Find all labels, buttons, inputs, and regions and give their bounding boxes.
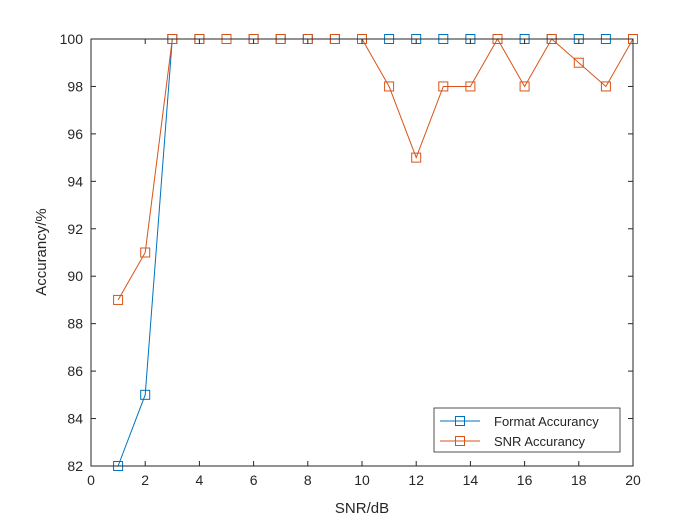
plot-area xyxy=(91,39,633,466)
legend: Format Accurancy SNR Accurancy xyxy=(433,407,621,453)
x-tick-label: 8 xyxy=(304,472,312,488)
y-axis-label: Accurancy/% xyxy=(33,208,50,296)
y-tick-label: 98 xyxy=(67,78,83,94)
y-tick-label: 100 xyxy=(60,31,84,47)
data-point-marker xyxy=(140,389,151,400)
data-point-marker xyxy=(438,81,449,92)
x-tick-label: 16 xyxy=(517,472,533,488)
y-tick-label: 94 xyxy=(67,173,83,189)
y-tick-label: 86 xyxy=(67,363,83,379)
x-tick-label: 20 xyxy=(625,472,641,488)
legend-marker-snr xyxy=(455,436,465,446)
x-tick-label: 18 xyxy=(571,472,587,488)
x-tick-label: 10 xyxy=(354,472,370,488)
data-point-marker xyxy=(140,247,151,258)
x-tick-label: 4 xyxy=(196,472,204,488)
data-point-marker xyxy=(519,81,530,92)
x-axis-label: SNR/dB xyxy=(335,500,389,517)
data-point-marker xyxy=(384,81,395,92)
legend-marker-format xyxy=(455,416,465,426)
y-tick-label: 92 xyxy=(67,221,83,237)
y-tick-label: 90 xyxy=(67,268,83,284)
legend-label-snr: SNR Accurancy xyxy=(494,434,586,449)
legend-label-format: Format Accurancy xyxy=(494,414,599,429)
data-point-marker xyxy=(113,294,124,305)
plot-frame xyxy=(90,38,634,467)
x-tick-label: 14 xyxy=(463,472,479,488)
data-point-marker xyxy=(573,57,584,68)
x-tick-label: 12 xyxy=(408,472,424,488)
y-tick-label: 96 xyxy=(67,126,83,142)
data-point-marker xyxy=(600,81,611,92)
y-tick-label: 84 xyxy=(67,411,83,427)
y-tick-label: 88 xyxy=(67,316,83,332)
data-point-marker xyxy=(465,81,476,92)
x-tick-label: 6 xyxy=(250,472,258,488)
y-tick-label: 82 xyxy=(67,458,83,474)
x-tick-label: 0 xyxy=(87,472,95,488)
x-tick-label: 2 xyxy=(141,472,149,488)
data-point-marker xyxy=(411,152,422,163)
